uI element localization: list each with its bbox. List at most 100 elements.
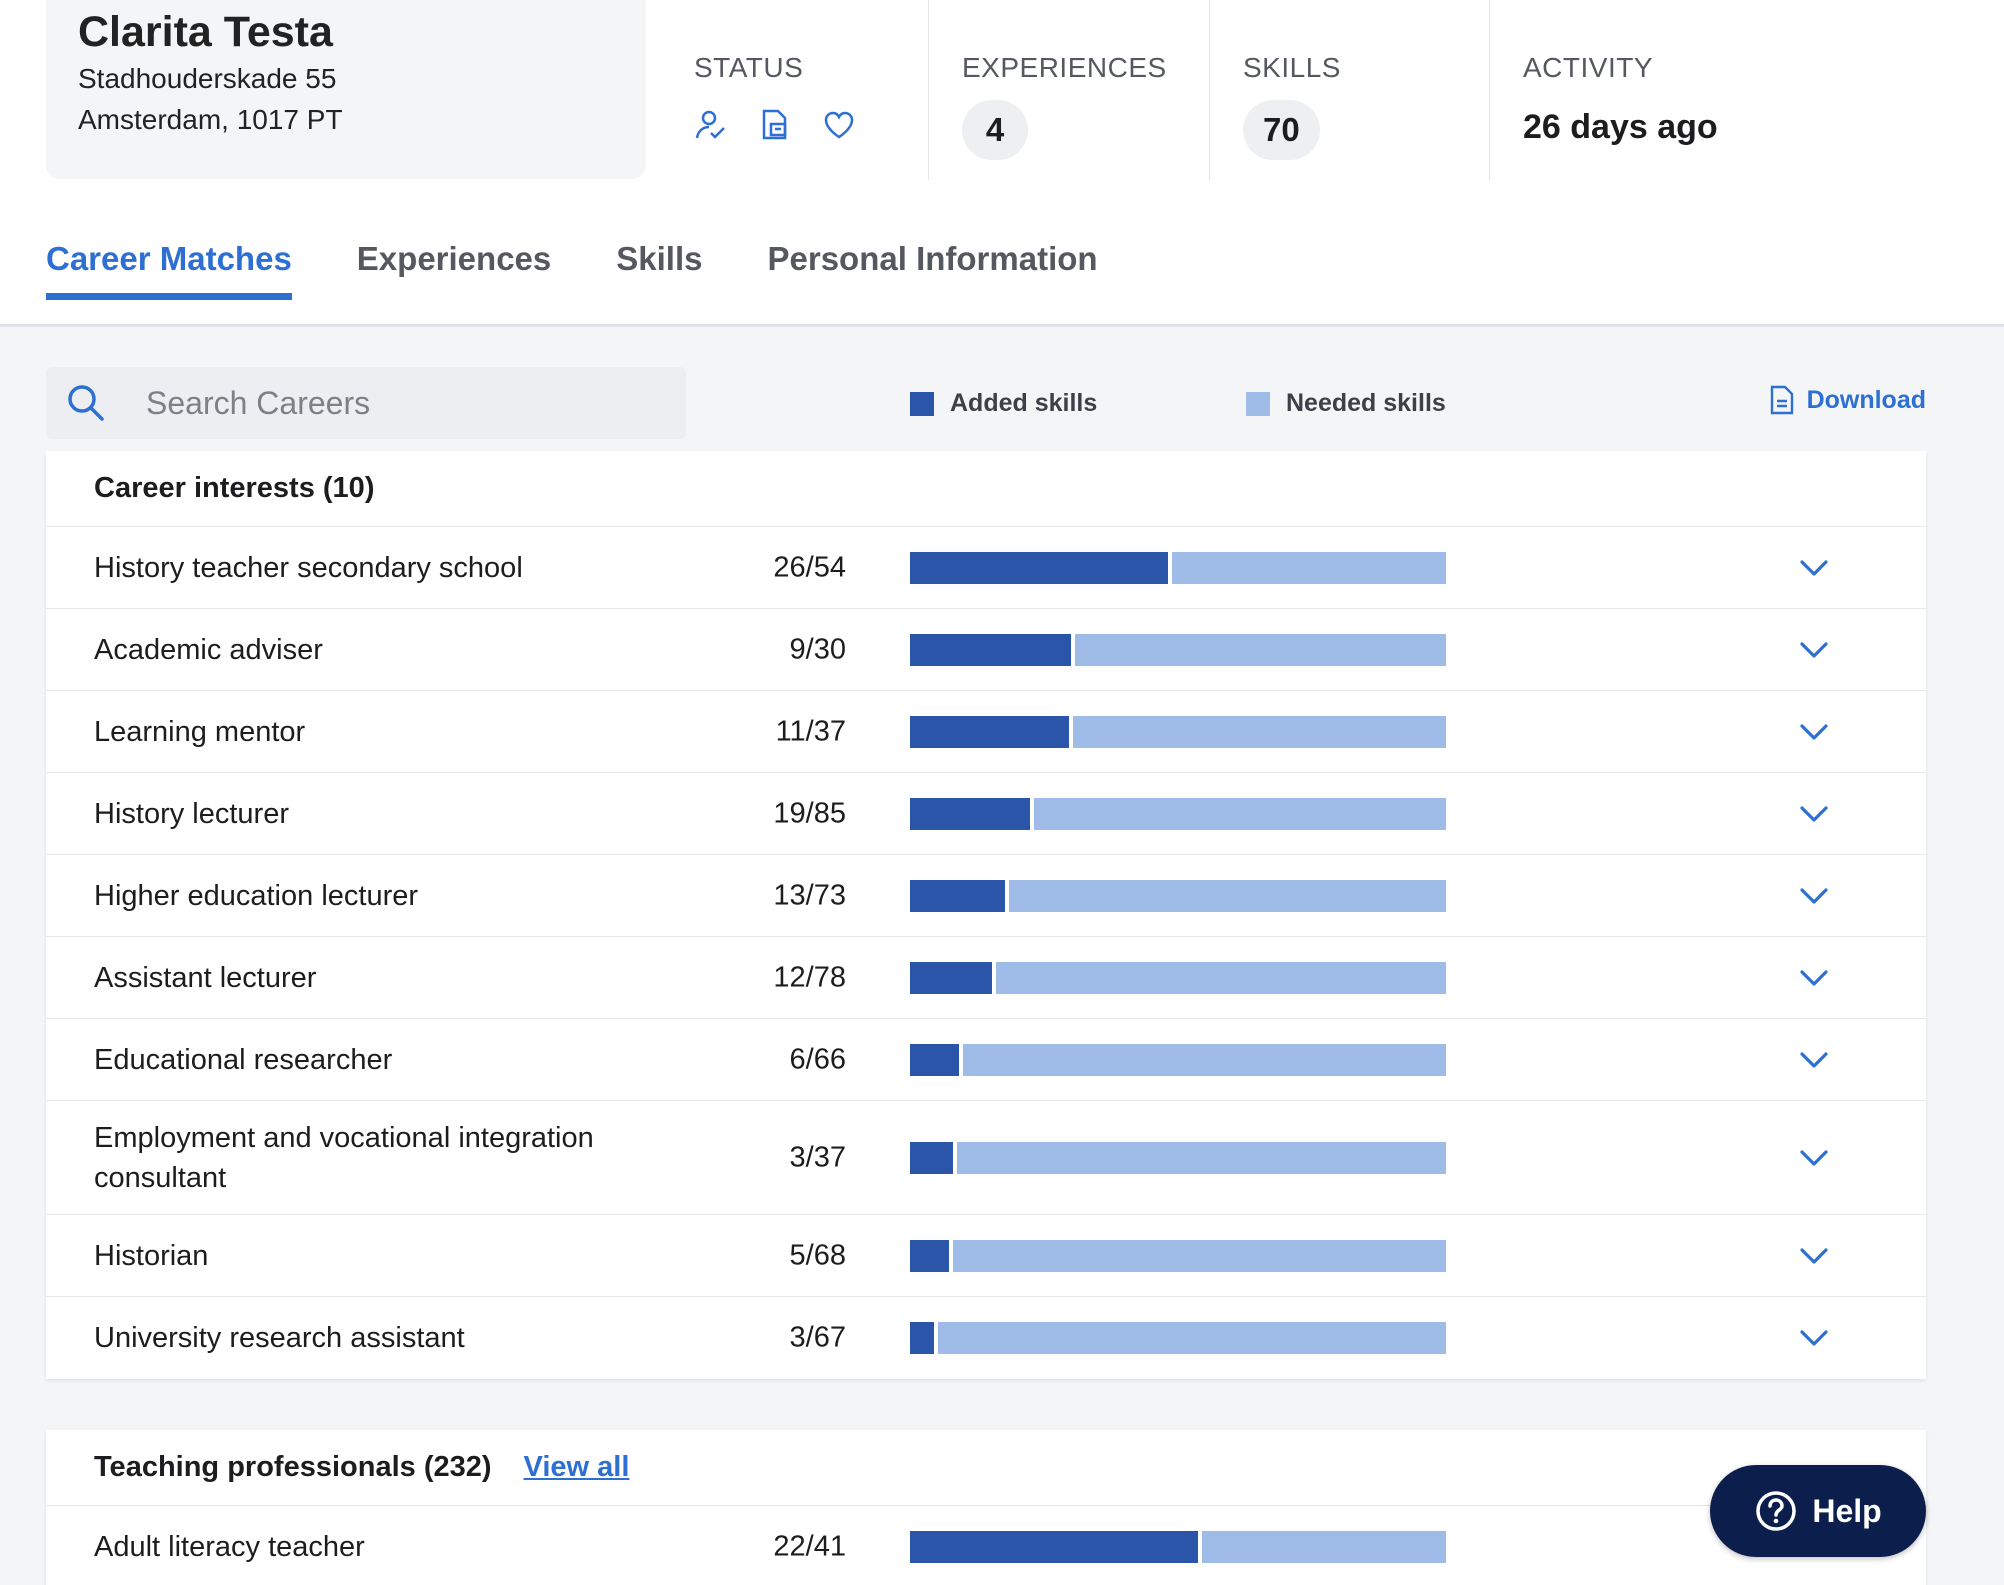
career-row[interactable]: Educational researcher 6/66 [46, 1019, 1926, 1101]
needed-skills-segment [953, 1239, 1446, 1272]
view-all-link[interactable]: View all [523, 1451, 630, 1483]
search-input[interactable] [146, 384, 626, 422]
career-title: Academic adviser [94, 633, 323, 666]
search-box[interactable] [46, 367, 686, 439]
heart-icon[interactable] [822, 108, 856, 142]
career-row[interactable]: Higher education lecturer 13/73 [46, 855, 1926, 937]
stat-experiences: EXPERIENCES 4 [928, 0, 1209, 180]
needed-swatch [1246, 391, 1270, 416]
career-row[interactable]: Learning mentor 11/37 [46, 691, 1926, 773]
chevron-down-icon[interactable] [1798, 722, 1830, 742]
bar-separator [934, 1322, 938, 1354]
legend-added: Added skills [910, 389, 1097, 418]
tab-personal-information[interactable]: Personal Information [767, 240, 1098, 277]
tab-experiences[interactable]: Experiences [356, 240, 552, 277]
career-title: Higher education lecturer [94, 879, 419, 912]
document-download-icon [1770, 385, 1793, 415]
needed-skills-segment [996, 961, 1446, 994]
chevron-down-icon[interactable] [1798, 1148, 1830, 1168]
chevron-down-icon[interactable] [1798, 886, 1830, 906]
profile-header: Clarita Testa Stadhouderskade 55 Amsterd… [0, 0, 2004, 327]
chevron-down-icon[interactable] [1798, 558, 1830, 578]
tab-bar: Career Matches Experiences Skills Person… [46, 240, 1098, 300]
skills-ratio: 3/37 [789, 1141, 846, 1173]
needed-skills-segment [1073, 715, 1446, 748]
bar-separator [953, 1141, 958, 1174]
address-line-2: Amsterdam, 1017 PT [78, 104, 343, 135]
career-title: Historian [94, 1239, 209, 1272]
added-skills-segment [910, 715, 1070, 748]
chevron-down-icon[interactable] [1798, 1246, 1830, 1266]
skills-ratio: 26/54 [773, 551, 846, 583]
activity-value: 26 days ago [1523, 108, 1718, 146]
needed-skills-segment [938, 1322, 1446, 1354]
stat-status-label: STATUS [694, 52, 804, 83]
status-icons [694, 108, 894, 142]
skills-ratio: 5/68 [789, 1239, 846, 1271]
help-button[interactable]: Help [1710, 1465, 1926, 1557]
skills-ratio: 12/78 [773, 961, 846, 993]
bar-separator [1168, 551, 1173, 584]
career-interests-title: Career interests (10) [94, 472, 375, 504]
career-row[interactable]: History teacher secondary school 26/54 [46, 527, 1926, 609]
added-swatch [910, 391, 934, 416]
career-title: University research assistant [94, 1322, 465, 1354]
skills-ratio: 6/66 [789, 1043, 846, 1075]
stat-skills: SKILLS 70 [1209, 0, 1489, 180]
career-row[interactable]: Historian 5/68 [46, 1215, 1926, 1297]
added-skills-segment [910, 961, 993, 994]
added-skills-segment [910, 1531, 1198, 1563]
added-skills-segment [910, 1043, 959, 1076]
added-skills-segment [910, 551, 1169, 584]
added-skills-segment [910, 1322, 934, 1354]
help-label: Help [1812, 1492, 1882, 1529]
skills-ratio: 19/85 [773, 797, 846, 829]
skills-progress-bar [910, 1141, 1446, 1174]
bar-separator [949, 1239, 954, 1272]
profile-card: Clarita Testa Stadhouderskade 55 Amsterd… [46, 0, 646, 179]
career-row[interactable]: History lecturer 19/85 [46, 773, 1926, 855]
tab-skills[interactable]: Skills [616, 240, 703, 277]
needed-skills-segment [962, 1043, 1446, 1076]
address-line-1: Stadhouderskade 55 [78, 63, 337, 94]
career-title: Adult literacy teacher [94, 1531, 365, 1563]
career-interests-list: History teacher secondary school 26/54 Aca… [46, 527, 1926, 1379]
skills-progress-bar [910, 961, 1446, 994]
skills-progress-bar [910, 1531, 1446, 1563]
question-icon [1756, 1491, 1797, 1531]
needed-skills-segment [1201, 1531, 1446, 1563]
stat-activity: ACTIVITY 26 days ago [1489, 0, 1789, 180]
stat-status: STATUS [660, 0, 928, 180]
legend-needed-label: Needed skills [1286, 389, 1446, 417]
document-icon[interactable] [758, 108, 792, 142]
career-row[interactable]: Academic adviser 9/30 [46, 609, 1926, 691]
career-row[interactable]: University research assistant 3/67 [46, 1297, 1926, 1379]
skills-progress-bar [910, 551, 1446, 584]
bar-separator [1005, 879, 1010, 912]
skills-ratio: 13/73 [773, 879, 846, 911]
career-title: History teacher secondary school [94, 551, 523, 584]
chevron-down-icon[interactable] [1798, 804, 1830, 824]
chevron-down-icon[interactable] [1798, 1050, 1830, 1070]
stats-bar: STATUS EXPERIENCES 4 SKILLS 70 ACTIVITY [660, 0, 1789, 180]
tab-career-matches[interactable]: Career Matches [46, 240, 292, 300]
skills-ratio: 9/30 [789, 633, 846, 665]
career-title: Learning mentor [94, 715, 306, 748]
teaching-professionals-heading: Teaching professionals (232) View all [46, 1430, 1926, 1506]
bar-separator [992, 961, 997, 994]
chevron-down-icon[interactable] [1798, 968, 1830, 988]
chevron-down-icon[interactable] [1798, 1328, 1830, 1348]
career-row[interactable]: Employment and vocational integration co… [46, 1101, 1926, 1215]
career-interests-heading: Career interests (10) [46, 451, 1926, 527]
skills-progress-bar [910, 879, 1446, 912]
career-row[interactable]: Assistant lecturer 12/78 [46, 937, 1926, 1019]
career-title: Assistant lecturer [94, 961, 317, 994]
download-button[interactable]: Download [1769, 385, 1926, 415]
legend-needed: Needed skills [1246, 389, 1446, 418]
skills-ratio: 3/67 [789, 1321, 846, 1354]
chevron-down-icon[interactable] [1798, 640, 1830, 660]
person-check-icon[interactable] [694, 108, 728, 142]
experiences-count-badge: 4 [962, 100, 1028, 160]
download-label: Download [1806, 385, 1926, 414]
career-row[interactable]: Adult literacy teacher 22/41 [46, 1506, 1926, 1585]
